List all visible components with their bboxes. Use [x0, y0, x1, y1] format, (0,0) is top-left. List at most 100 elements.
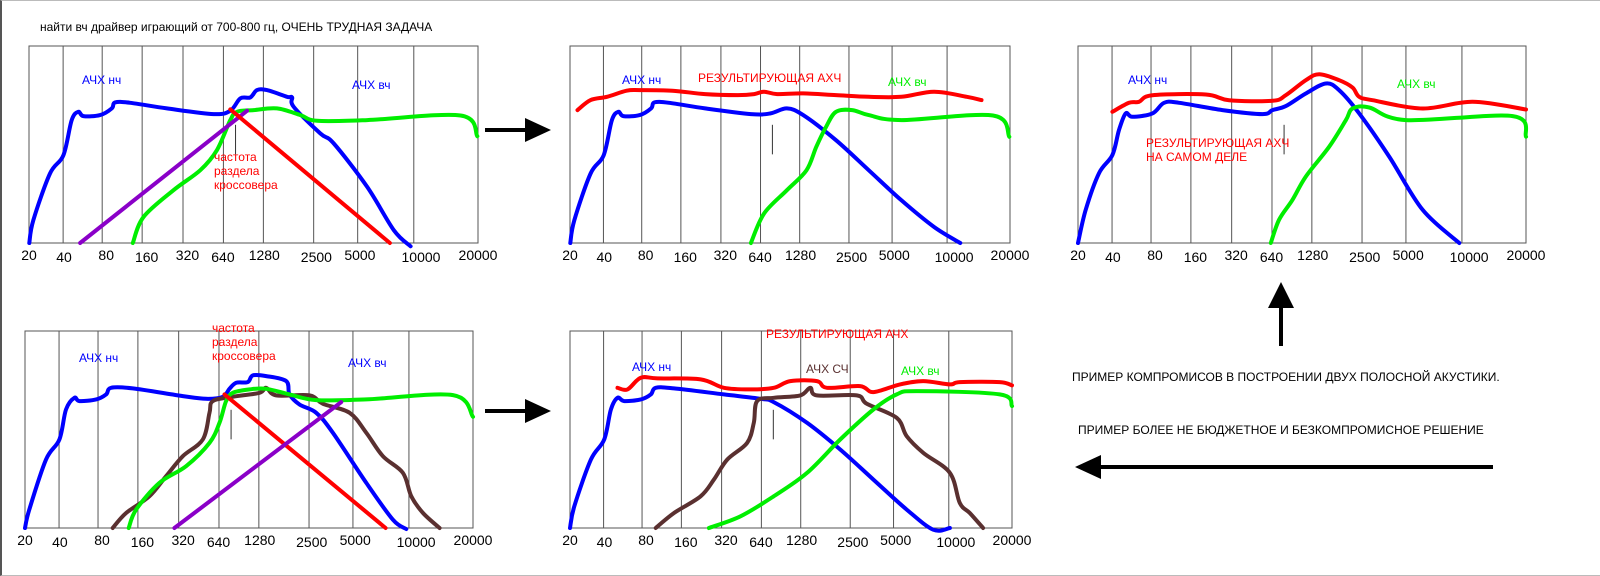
p5-tick-label: 20 — [562, 532, 578, 548]
p5-tick-label: 80 — [638, 532, 654, 548]
arrow-left-icon — [1075, 455, 1101, 479]
p2-curve-low — [568, 99, 963, 245]
p3-tick-label: 5000 — [1392, 247, 1424, 263]
arrow-up-icon — [1268, 282, 1294, 308]
p1-crossover-label-3: кроссовера — [214, 178, 278, 192]
arrow-right-top-icon — [525, 118, 551, 142]
p5-tick-label: 320 — [714, 532, 738, 548]
p5-low-label: АЧХ нч — [632, 360, 672, 374]
p4-tick-label: 160 — [130, 534, 155, 550]
p4-curve-slope-high — [172, 400, 344, 530]
p5-curve-result — [615, 374, 1014, 395]
p1-tick-label: 10000 — [401, 249, 441, 265]
p3-tick-label: 320 — [1224, 247, 1248, 263]
p4-tick-label: 5000 — [339, 532, 371, 548]
p1-tick-label: 2500 — [300, 249, 332, 265]
p1-tick-label: 1280 — [248, 247, 280, 263]
p2-tick-label: 1280 — [784, 247, 817, 263]
p5-plot-area — [569, 330, 1013, 529]
p5-tick-label: 640 — [749, 534, 773, 550]
p4-low-label: АЧХ нч — [79, 351, 119, 365]
p4-tick-label: 320 — [171, 532, 195, 548]
note-no-compromise: ПРИМЕР БОЛЕЕ НЕ БЮДЖЕТНОЕ И БЕЗКОМПРОМИС… — [1078, 423, 1484, 437]
p5-tick-label: 20000 — [992, 532, 1032, 548]
p4-crossover-label-3: кроссовера — [212, 349, 276, 363]
p3-tick-label: 1280 — [1297, 247, 1329, 263]
p4-tick-label: 80 — [94, 532, 110, 548]
p4-high-label: АЧХ вч — [348, 356, 387, 370]
p1-low-label: АЧХ нч — [82, 73, 122, 87]
p5-tick-label: 10000 — [936, 534, 976, 550]
p5-curve-mid — [653, 385, 986, 530]
p1-tick-label: 40 — [56, 249, 72, 265]
arrow-right-bottom-icon — [525, 399, 551, 423]
p1-tick-label: 20000 — [458, 247, 498, 263]
p2-tick-label: 640 — [748, 249, 772, 265]
p3-result-label-2: НА САМОМ ДЕЛЕ — [1146, 150, 1248, 164]
p2-tick-label: 5000 — [878, 247, 910, 263]
p5-tick-label: 1280 — [786, 532, 818, 548]
p4-tick-label: 640 — [206, 534, 231, 550]
p4-tick-label: 2500 — [296, 534, 328, 550]
p5-tick-label: 2500 — [837, 534, 869, 550]
p2-tick-label: 80 — [637, 247, 654, 263]
p5-curve-low — [568, 385, 952, 533]
p1-tick-label: 640 — [211, 249, 235, 265]
p1-crossover-label-1: частота — [214, 150, 257, 164]
p4-tick-label: 20 — [17, 532, 33, 548]
p1-tick-label: 5000 — [344, 247, 376, 263]
p4-crossover-label-2: раздела — [212, 335, 258, 349]
p3-tick-label: 2500 — [1349, 249, 1381, 265]
p3-tick-label: 20000 — [1506, 247, 1546, 263]
page-title: найти вч драйвер играющий от 700-800 гц,… — [40, 20, 433, 34]
p3-curve-result — [1110, 72, 1528, 114]
p2-high-label: АЧХ вч — [888, 75, 927, 89]
p1-curve-low — [27, 87, 413, 249]
p5-result-label: РЕЗУЛЬТИРУЮЩАЯ АЧХ — [766, 327, 909, 341]
p1-curve-slope-low — [228, 107, 392, 245]
p2-curve-result — [575, 87, 984, 113]
p5-tick-label: 5000 — [880, 532, 912, 548]
p2-low-label: АЧХ нч — [622, 73, 662, 87]
p2-tick-label: 320 — [713, 247, 737, 263]
p3-tick-label: 640 — [1259, 249, 1284, 265]
p5-mid-label: АЧХ СЧ — [806, 362, 849, 376]
p1-tick-label: 80 — [98, 247, 115, 263]
p2-tick-label: 40 — [596, 249, 613, 265]
p4-tick-label: 40 — [52, 534, 68, 550]
p4-tick-label: 10000 — [396, 534, 436, 550]
p3-tick-label: 10000 — [1449, 249, 1489, 265]
p3-result-label-1: РЕЗУЛЬТИРУЮЩАЯ АХЧ — [1146, 136, 1290, 150]
p1-tick-label: 160 — [134, 249, 159, 265]
p4-curve-high — [126, 386, 475, 530]
p2-tick-label: 20000 — [990, 247, 1030, 263]
p1-high-label: АЧХ вч — [352, 78, 391, 92]
p4-plot-area — [24, 330, 474, 529]
p4-tick-label: 20000 — [453, 532, 493, 548]
p3-high-label: АЧХ вч — [1397, 77, 1436, 91]
p1-tick-label: 20 — [21, 247, 37, 263]
p5-high-label: АЧХ вч — [901, 364, 940, 378]
p4-crossover-label-1: частота — [212, 321, 255, 335]
p3-curve-low — [1076, 81, 1462, 245]
p3-tick-label: 20 — [1070, 247, 1086, 263]
p5-tick-label: 40 — [596, 534, 613, 550]
p4-curve-slope-low — [222, 392, 388, 530]
p3-tick-label: 80 — [1147, 247, 1163, 263]
p5-curve-high — [706, 389, 1014, 530]
p1-plot-area — [28, 45, 479, 244]
p5-tick-label: 160 — [674, 534, 698, 550]
p4-tick-label: 1280 — [244, 532, 276, 548]
p2-tick-label: 2500 — [836, 249, 868, 265]
p2-tick-label: 10000 — [934, 249, 974, 265]
p2-tick-label: 160 — [673, 249, 697, 265]
p1-curve-slope-high — [78, 108, 249, 245]
p3-low-label: АЧХ нч — [1128, 73, 1168, 87]
p1-tick-label: 320 — [175, 247, 200, 263]
p3-tick-label: 40 — [1105, 249, 1121, 265]
note-compromise: ПРИМЕР КОМПРОМИСОВ В ПОСТРОЕНИИ ДВУХ ПОЛ… — [1072, 370, 1500, 384]
p3-plot-area — [1077, 45, 1527, 244]
p2-result-label: РЕЗУЛЬТИРУЮЩАЯ АХЧ — [698, 71, 842, 85]
p2-curve-high — [748, 107, 1012, 245]
